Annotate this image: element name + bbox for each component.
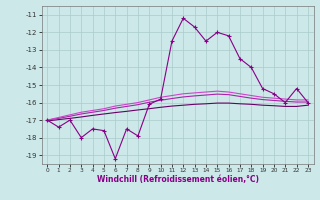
X-axis label: Windchill (Refroidissement éolien,°C): Windchill (Refroidissement éolien,°C) <box>97 175 259 184</box>
